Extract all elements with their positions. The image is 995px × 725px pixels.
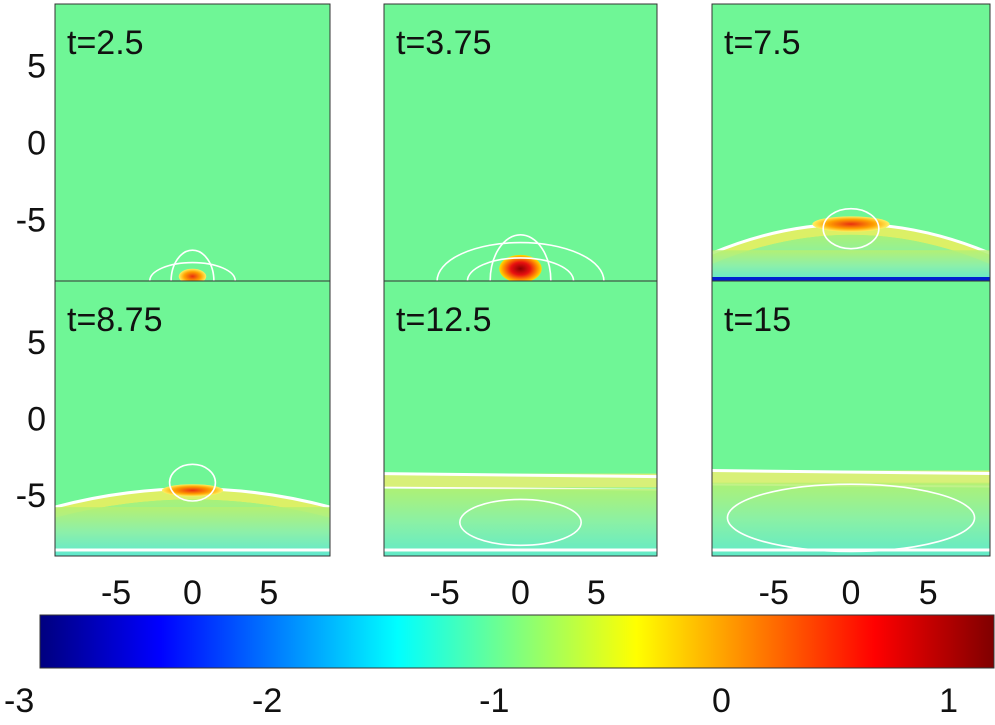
panel-frame (54, 280, 331, 557)
contour-line (170, 249, 215, 281)
y-tick-label: 5 (27, 48, 46, 86)
panel-label: t=7.5 (724, 24, 801, 62)
x-tick-label: 5 (919, 574, 938, 612)
wake-region (55, 507, 330, 556)
wake-region (712, 250, 990, 281)
panel-5: t=12.5 -5 0 5 (383, 280, 658, 612)
y-tick-label: 0 (27, 125, 46, 163)
x-tick-label: 0 (183, 574, 202, 612)
panel-label: t=2.5 (67, 24, 144, 62)
hot-spot (812, 216, 890, 232)
x-tick-label: 0 (842, 574, 861, 612)
x-tick-label: -5 (101, 574, 131, 612)
hot-spot (161, 484, 224, 497)
colorbar-tick-label: 1 (939, 682, 958, 720)
panel-frame (383, 280, 658, 557)
panel-label: t=12.5 (396, 301, 491, 339)
wake-region (712, 482, 990, 556)
x-tick-label: 5 (587, 574, 606, 612)
colorbar-tick-label: -1 (479, 682, 509, 720)
panel-2: t=3.75 (383, 3, 658, 282)
y-tick-label: -5 (16, 201, 46, 239)
panel-label: t=3.75 (396, 24, 491, 62)
panel-3: t=7.5 (711, 3, 991, 282)
contour-line (822, 207, 880, 250)
x-tick-label: -5 (759, 574, 789, 612)
contour-line (712, 469, 990, 476)
contour-line (459, 498, 582, 547)
contour-line (384, 472, 657, 479)
colorbar-tick-label: -3 (4, 682, 34, 720)
x-tick-label: -5 (430, 574, 460, 612)
colorbar-tick-label: 0 (712, 682, 731, 720)
floor-strip (712, 277, 990, 281)
y-tick-label: 0 (27, 401, 46, 439)
hot-spot (178, 268, 207, 281)
panel-1: t=2.5 5 0 -5 (16, 3, 331, 282)
y-tick-label: -5 (16, 477, 46, 515)
panel-6: t=15 -5 0 5 (711, 280, 991, 612)
y-tick-label: 5 (27, 324, 46, 362)
panel-background (55, 4, 330, 281)
panel-label: t=8.75 (67, 301, 162, 339)
shock-front (712, 224, 990, 265)
shock-front (55, 488, 330, 518)
panel-4: t=8.75 5 0 -5 -5 0 5 (16, 280, 331, 612)
x-tick-label: 0 (511, 574, 530, 612)
colorbar-tick-label: -2 (252, 682, 282, 720)
contour-line (168, 463, 217, 502)
panel-label: t=15 (724, 301, 791, 339)
panel-frame (711, 280, 991, 557)
colorbar (39, 614, 995, 669)
hot-spot (499, 254, 542, 281)
x-tick-label: 5 (259, 574, 278, 612)
